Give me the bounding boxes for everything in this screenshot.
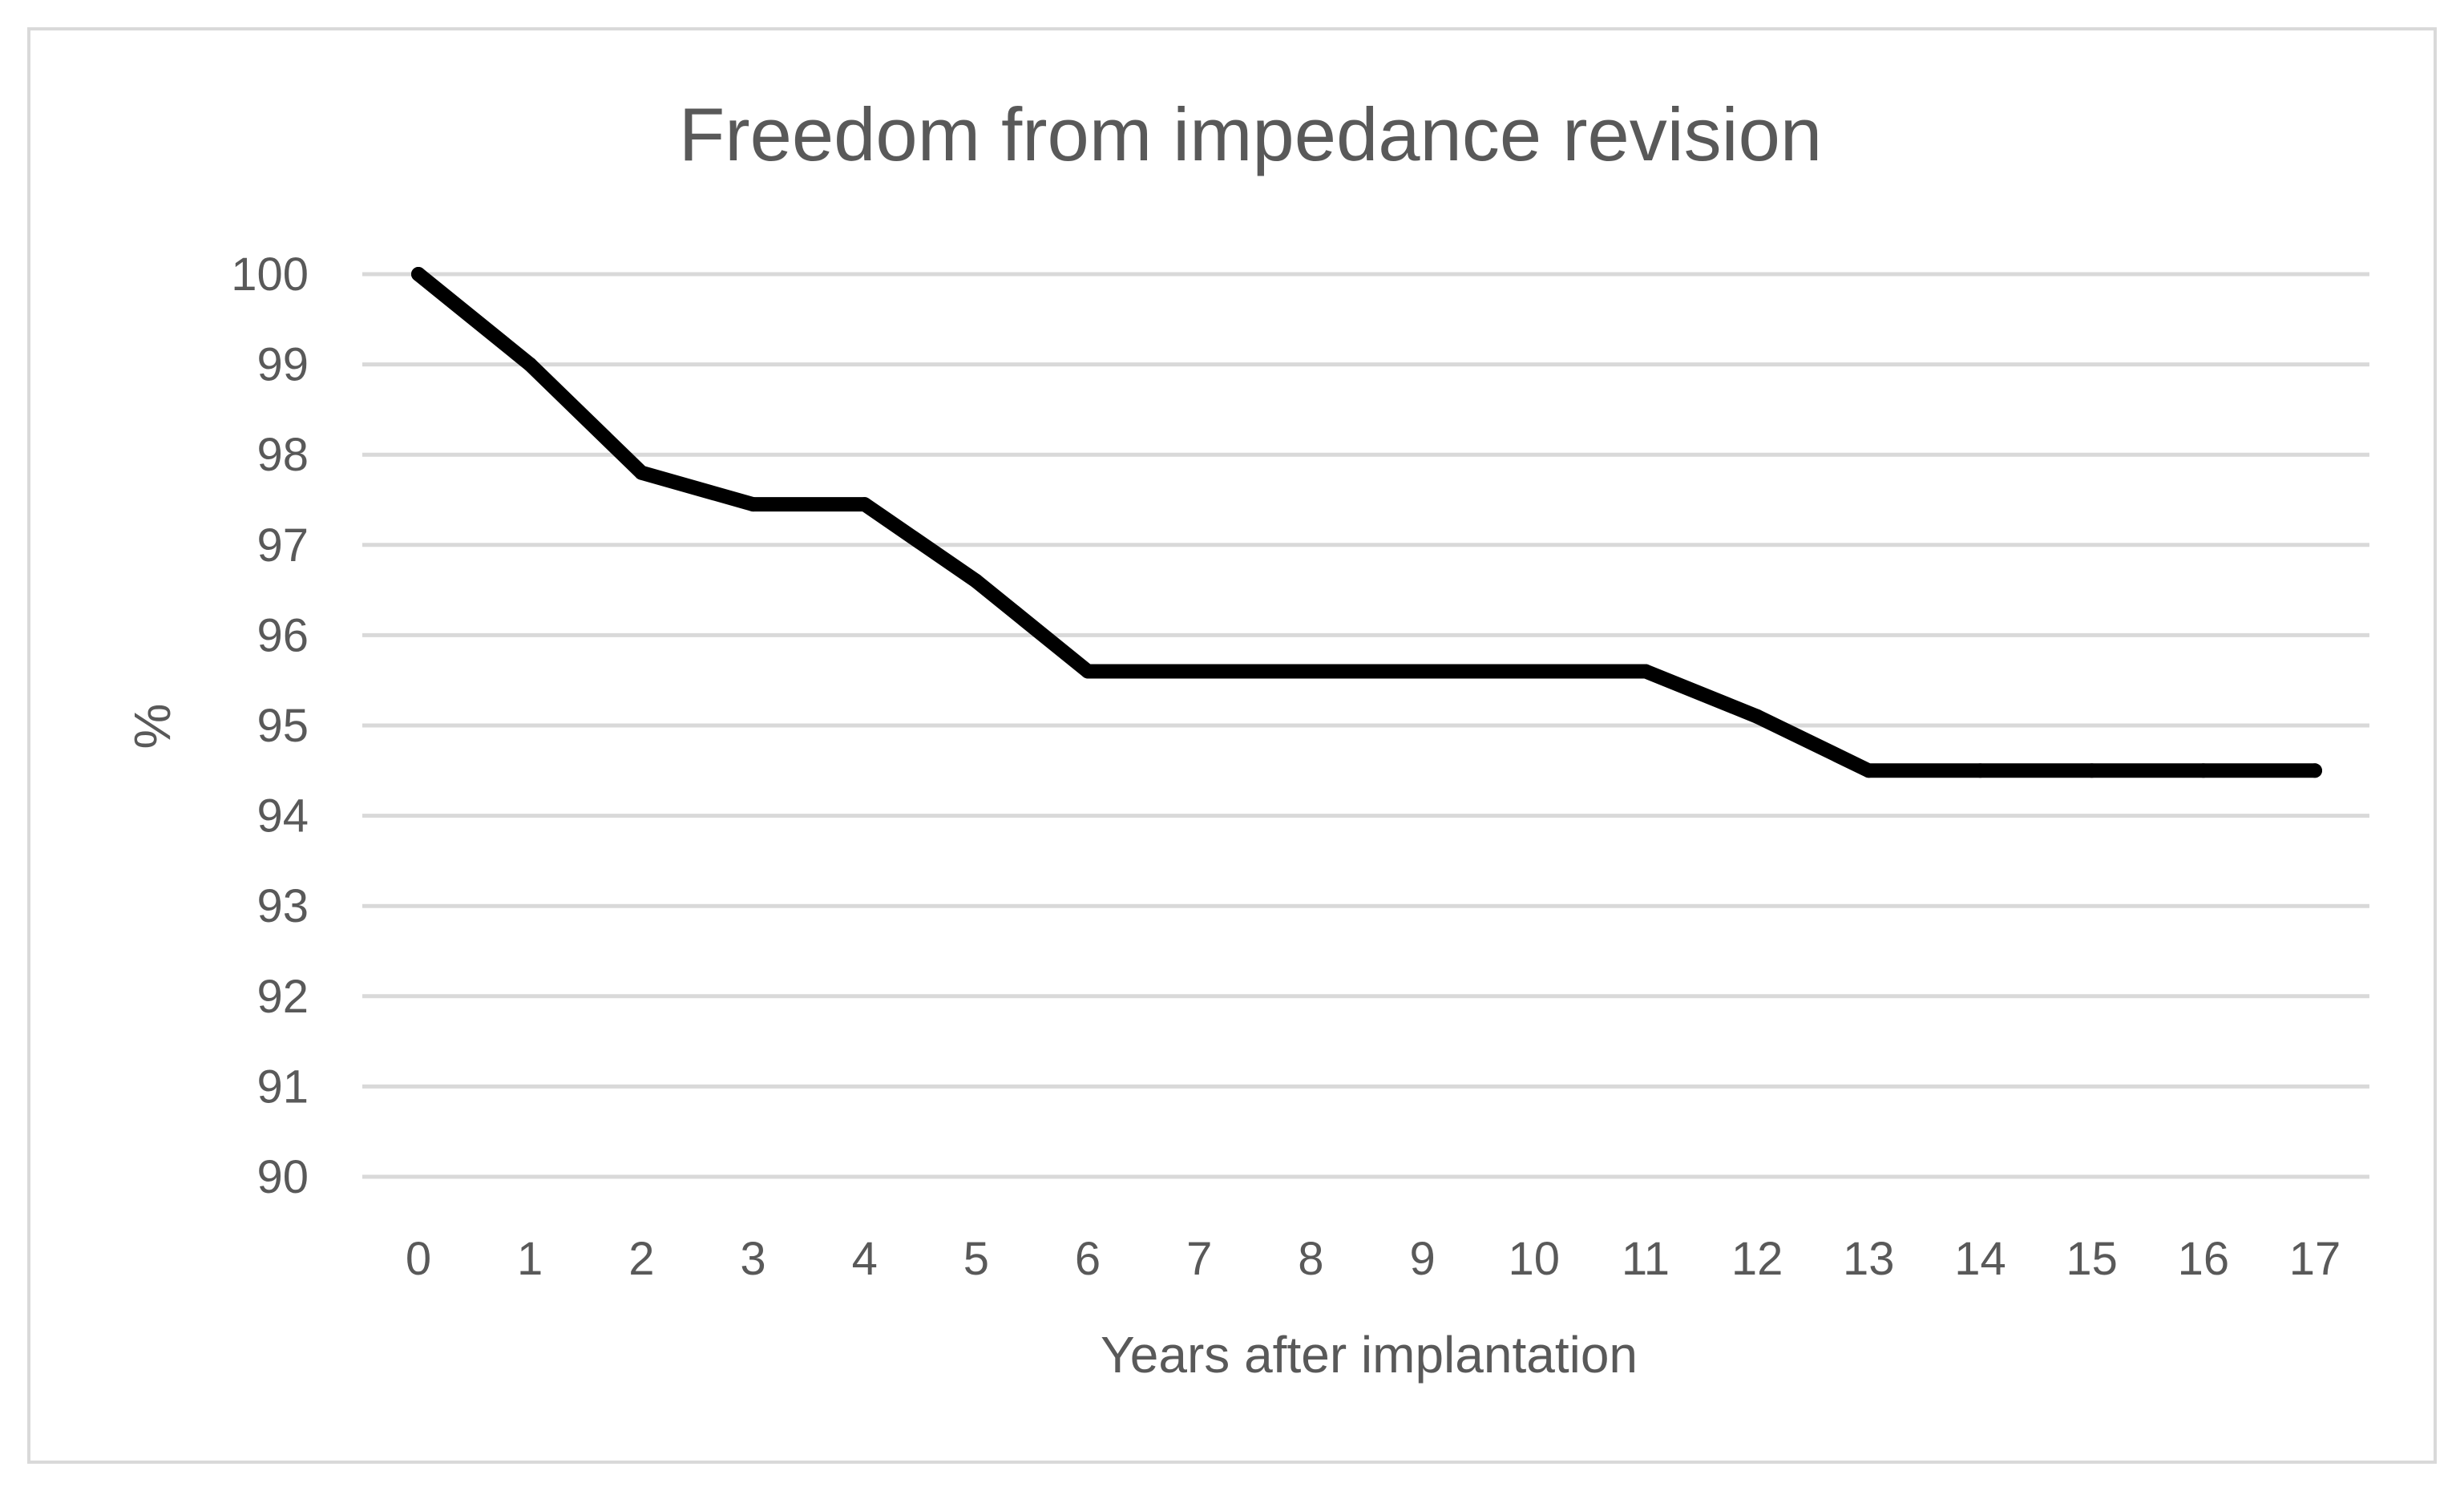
x-tick-label-14: 14 — [1954, 1233, 2006, 1285]
data-point-11 — [1638, 664, 1653, 679]
x-tick-label-8: 8 — [1298, 1233, 1323, 1285]
x-tick-label-12: 12 — [1731, 1233, 1783, 1285]
x-tick-label-17: 17 — [2289, 1233, 2341, 1285]
data-point-8 — [1303, 664, 1319, 679]
chart-title: Freedom from impedance revision — [679, 92, 1822, 176]
y-tick-label-99: 99 — [256, 339, 309, 391]
x-tick-label-10: 10 — [1509, 1233, 1561, 1285]
x-tick-label-0: 0 — [406, 1233, 431, 1285]
data-point-4 — [857, 497, 872, 512]
data-point-17 — [2308, 763, 2322, 778]
y-tick-label-98: 98 — [256, 429, 309, 481]
y-tick-label-96: 96 — [256, 609, 309, 661]
data-point-9 — [1415, 664, 1430, 679]
data-point-13 — [1861, 763, 1876, 778]
chart-frame — [27, 27, 2437, 1464]
y-tick-label-95: 95 — [256, 700, 309, 752]
series-line-0 — [411, 267, 2322, 778]
x-tick-label-16: 16 — [2178, 1233, 2230, 1285]
x-tick-label-15: 15 — [2066, 1233, 2118, 1285]
series-layer — [411, 267, 2322, 778]
x-tick-label-13: 13 — [1843, 1233, 1895, 1285]
data-point-7 — [1192, 664, 1207, 679]
x-axis-title: Years after implantation — [1101, 1326, 1638, 1384]
data-point-10 — [1526, 664, 1541, 679]
data-point-16 — [2195, 763, 2211, 778]
y-tick-label-90: 90 — [256, 1151, 309, 1203]
data-point-3 — [745, 497, 761, 512]
x-tick-label-6: 6 — [1075, 1233, 1101, 1285]
x-tick-label-7: 7 — [1186, 1233, 1212, 1285]
data-point-2 — [634, 465, 649, 480]
y-axis-ticks: 90 91 92 93 94 95 96 97 98 99 100 — [231, 248, 309, 1203]
y-tick-label-97: 97 — [256, 519, 309, 572]
data-point-12 — [1750, 709, 1765, 724]
data-point-14 — [1973, 763, 1988, 778]
x-tick-label-4: 4 — [852, 1233, 878, 1285]
x-tick-label-3: 3 — [740, 1233, 765, 1285]
x-tick-label-9: 9 — [1409, 1233, 1435, 1285]
y-axis-title: % — [123, 704, 181, 750]
gridlines — [362, 272, 2369, 1179]
data-point-0 — [411, 267, 426, 281]
data-point-5 — [968, 573, 984, 588]
x-tick-label-1: 1 — [517, 1233, 543, 1285]
x-axis-ticks: 0 1 2 3 4 5 6 7 8 9 10 11 12 13 14 15 16 17 — [406, 1233, 2341, 1285]
x-tick-label-5: 5 — [963, 1233, 989, 1285]
data-point-6 — [1081, 664, 1096, 679]
data-point-15 — [2084, 763, 2099, 778]
y-tick-label-100: 100 — [231, 248, 309, 301]
data-point-1 — [523, 357, 538, 372]
x-tick-label-2: 2 — [628, 1233, 654, 1285]
y-tick-label-93: 93 — [256, 880, 309, 932]
y-tick-label-94: 94 — [256, 790, 309, 842]
y-tick-label-91: 91 — [256, 1061, 309, 1113]
x-tick-label-11: 11 — [1622, 1233, 1670, 1285]
y-tick-label-92: 92 — [256, 971, 309, 1023]
